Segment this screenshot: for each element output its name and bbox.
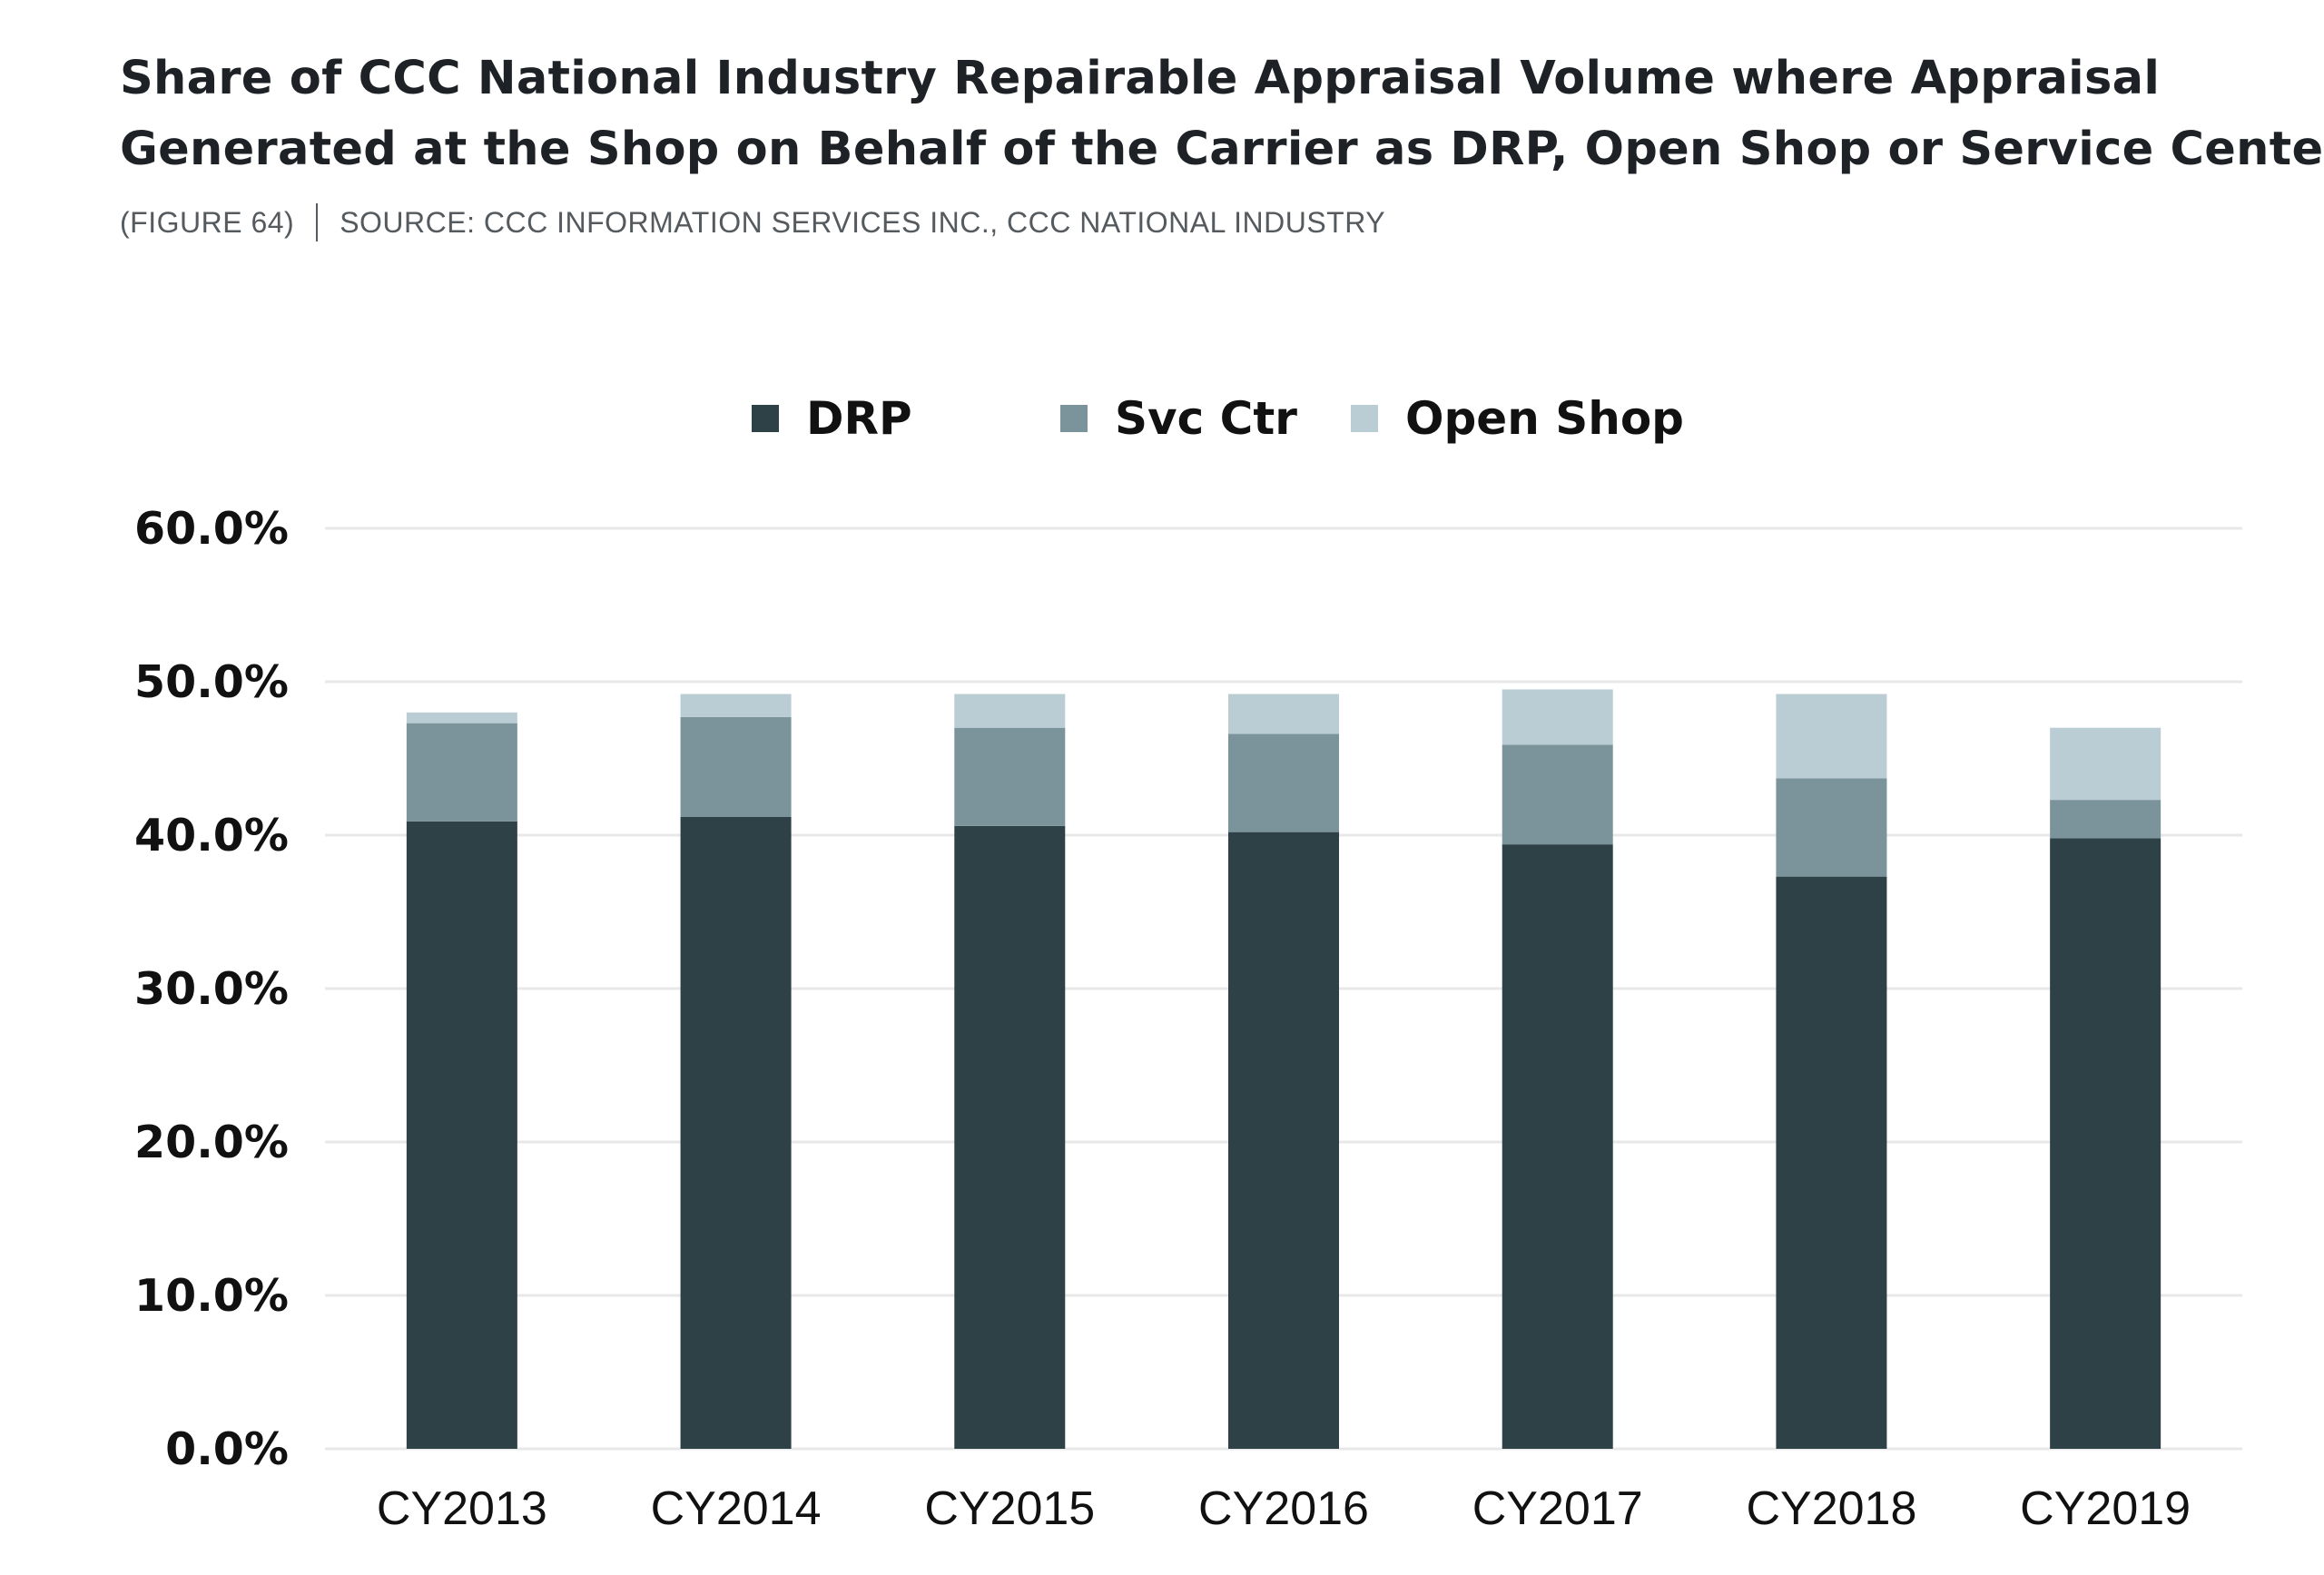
y-axis-tick-labels: 0.0% 10.0% 20.0% 30.0% 40.0% 50.0% 60.0%	[134, 503, 289, 1475]
bar-open-shop-cy2017	[1502, 689, 1613, 745]
bar-svc-ctr-cy2018	[1776, 778, 1887, 877]
x-category-label: CY2016	[1198, 1482, 1369, 1535]
legend-swatch-open-shop	[1351, 405, 1378, 432]
legend-swatch-svc-ctr	[1060, 405, 1088, 432]
chart-title-line-1: Share of CCC National Industry Repairabl…	[120, 52, 2161, 105]
x-category-label: CY2018	[1746, 1482, 1916, 1535]
chart-title: Share of CCC National Industry Repairabl…	[120, 44, 2324, 185]
x-category-label: CY2013	[377, 1482, 547, 1535]
bars	[406, 689, 2162, 1449]
y-tick-label: 20.0%	[134, 1117, 289, 1168]
bar-drp-cy2017	[1502, 844, 1613, 1449]
bar-drp-cy2018	[1776, 876, 1887, 1449]
bar-open-shop-cy2016	[1228, 694, 1339, 734]
legend-label: DRP	[806, 392, 912, 445]
bar-svc-ctr-cy2016	[1228, 733, 1339, 832]
bar-open-shop-cy2013	[406, 712, 517, 724]
bar-drp-cy2019	[2050, 838, 2162, 1449]
bar-svc-ctr-cy2014	[680, 716, 792, 817]
x-category-label: CY2014	[651, 1482, 822, 1535]
y-tick-label: 10.0%	[134, 1270, 289, 1322]
caption-divider	[316, 203, 319, 241]
y-tick-label: 40.0%	[134, 810, 289, 861]
bar-open-shop-cy2018	[1776, 694, 1887, 779]
y-tick-label: 50.0%	[134, 656, 289, 708]
x-axis-category-labels: CY2013 CY2014 CY2015 CY2016 CY2017 CY2018 CY20…	[377, 1482, 2191, 1535]
bar-drp-cy2014	[680, 816, 792, 1449]
legend-swatch-drp	[752, 405, 779, 432]
chart-title-line-2: Generated at the Shop on Behalf of the C…	[120, 123, 2324, 176]
bar-drp-cy2016	[1228, 832, 1339, 1449]
bar-svc-ctr-cy2013	[406, 723, 517, 822]
y-tick-label: 0.0%	[165, 1423, 289, 1475]
bar-drp-cy2013	[406, 821, 517, 1449]
figure-caption: (FIGURE 64) SOURCE: CCC INFORMATION SERV…	[120, 203, 1385, 241]
y-tick-label: 60.0%	[134, 503, 289, 555]
legend-label: Open Shop	[1405, 392, 1684, 445]
y-tick-label: 30.0%	[134, 963, 289, 1015]
figure-label: (FIGURE 64)	[120, 205, 295, 239]
bar-drp-cy2015	[954, 825, 1066, 1449]
legend: DRP Svc Ctr Open Shop	[752, 392, 1684, 445]
x-category-label: CY2019	[2020, 1482, 2191, 1535]
legend-label: Svc Ctr	[1115, 392, 1297, 445]
x-category-label: CY2015	[924, 1482, 1095, 1535]
bar-open-shop-cy2019	[2050, 727, 2162, 801]
bar-open-shop-cy2015	[954, 694, 1066, 728]
bar-svc-ctr-cy2015	[954, 727, 1066, 826]
x-category-label: CY2017	[1472, 1482, 1643, 1535]
source-text: SOURCE: CCC INFORMATION SERVICES INC., C…	[340, 205, 1386, 239]
bar-svc-ctr-cy2017	[1502, 744, 1613, 845]
bar-svc-ctr-cy2019	[2050, 800, 2162, 839]
bar-open-shop-cy2014	[680, 694, 792, 717]
